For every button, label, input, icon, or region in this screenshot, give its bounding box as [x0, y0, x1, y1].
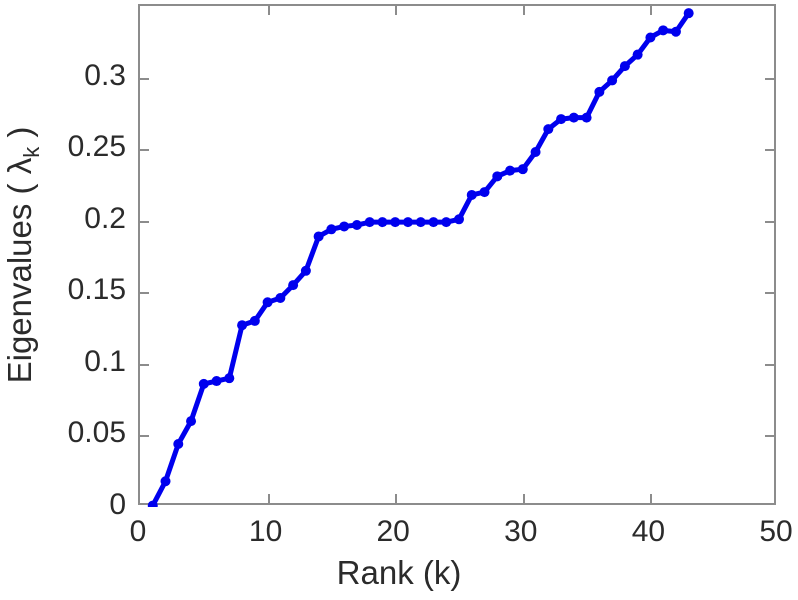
x-tick-30 — [522, 494, 525, 503]
data-point — [594, 86, 605, 97]
x-tick-label-10: 10 — [248, 515, 283, 548]
data-point — [517, 164, 528, 175]
data-point — [198, 378, 209, 389]
data-point — [173, 439, 184, 450]
plot-area — [138, 4, 776, 507]
x-tick-label-30: 30 — [504, 515, 538, 548]
data-point — [658, 25, 669, 36]
x-tick-label-40: 40 — [631, 515, 666, 548]
x-tick-label-50: 50 — [759, 515, 793, 548]
x-tick-20 — [395, 494, 398, 503]
x-tick-top-40 — [650, 6, 653, 15]
x-tick-top-30 — [522, 6, 525, 15]
x-tick-top-10 — [267, 6, 270, 15]
data-point — [479, 187, 490, 198]
y-tick-label-0.25: 0.25 — [67, 130, 126, 164]
data-point — [543, 124, 554, 135]
data-point — [415, 217, 426, 228]
data-point — [607, 75, 618, 86]
y-axis-label-container: Eigenvalues ( λk ) — [0, 0, 46, 510]
x-tick-40 — [650, 494, 653, 503]
data-point — [492, 171, 503, 182]
data-series-plot — [147, 8, 694, 507]
y-tick-right-0.3 — [765, 77, 774, 80]
data-point — [683, 8, 694, 19]
data-point — [211, 376, 222, 387]
series-markers-eigenvalues — [147, 8, 694, 507]
data-point — [530, 147, 541, 158]
data-point — [326, 224, 337, 235]
data-point — [390, 217, 401, 228]
data-point — [186, 416, 197, 427]
data-point — [645, 32, 656, 43]
y-tick-label-0.3: 0.3 — [84, 58, 126, 92]
y-tick-right-0.25 — [765, 149, 774, 152]
data-point — [364, 217, 375, 228]
data-point — [556, 114, 567, 125]
x-tick-10 — [267, 494, 270, 503]
data-point — [313, 231, 324, 242]
data-point — [402, 217, 413, 228]
x-tick-label-20: 20 — [376, 515, 410, 548]
y-axis-label: Eigenvalues ( λk ) — [1, 126, 44, 384]
data-point — [619, 61, 630, 72]
data-point — [568, 112, 579, 123]
data-point — [275, 293, 286, 304]
data-point — [428, 217, 439, 228]
y-axis-label-subscript: k — [18, 146, 44, 158]
series-line-eigenvalues — [150, 10, 692, 507]
data-point — [581, 112, 592, 123]
data-point — [505, 165, 516, 176]
y-tick-right-0.05 — [765, 435, 774, 438]
data-point — [300, 265, 311, 276]
y-tick-0.25 — [140, 149, 149, 152]
data-point — [377, 217, 388, 228]
x-tick-label-0: 0 — [129, 515, 147, 548]
data-point — [224, 373, 235, 384]
data-point — [249, 315, 260, 326]
data-point — [351, 220, 362, 231]
y-tick-right-0.15 — [765, 292, 774, 295]
data-point — [288, 280, 299, 291]
y-tick-right-0.2 — [765, 220, 774, 223]
y-tick-0.2 — [140, 220, 149, 223]
data-point — [441, 217, 452, 228]
y-axis-label-base: Eigenvalues ( λ — [1, 157, 39, 384]
data-point — [632, 49, 643, 60]
data-point — [466, 189, 477, 200]
x-axis-label: Rank (k) — [336, 554, 462, 591]
data-point — [237, 320, 248, 331]
data-point — [262, 297, 273, 308]
y-tick-0.15 — [140, 292, 149, 295]
y-tick-label-0.2: 0.2 — [84, 201, 126, 235]
data-point — [147, 500, 158, 507]
y-axis-label-close: ) — [1, 126, 39, 147]
data-point — [454, 214, 464, 225]
y-tick-0.1 — [140, 363, 149, 366]
data-point — [670, 26, 681, 37]
y-tick-label-0.05: 0.05 — [67, 416, 126, 450]
data-point — [160, 476, 171, 487]
x-tick-top-20 — [395, 6, 398, 15]
y-tick-0.05 — [140, 435, 149, 438]
y-tick-label-0.1: 0.1 — [84, 344, 126, 378]
y-tick-label-0: 0 — [109, 488, 126, 521]
y-tick-label-0.15: 0.15 — [67, 273, 126, 307]
y-tick-0.3 — [140, 77, 149, 80]
y-tick-right-0.1 — [765, 363, 774, 366]
data-point — [339, 221, 350, 232]
